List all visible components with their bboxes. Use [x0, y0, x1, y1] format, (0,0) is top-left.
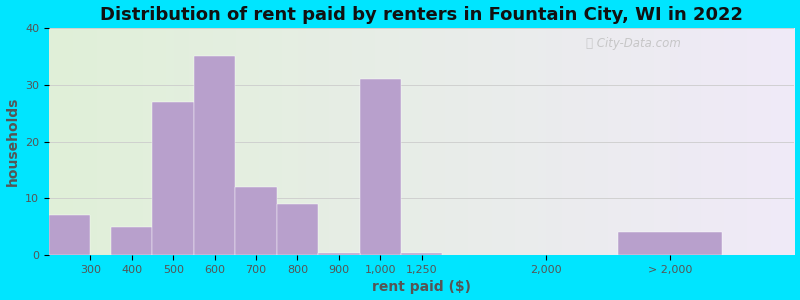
- Bar: [618, 232, 722, 255]
- Bar: [111, 227, 153, 255]
- Bar: [318, 254, 359, 255]
- Title: Distribution of rent paid by renters in Fountain City, WI in 2022: Distribution of rent paid by renters in …: [100, 6, 743, 24]
- Bar: [401, 254, 442, 255]
- Text: ⦾ City-Data.com: ⦾ City-Data.com: [586, 37, 681, 50]
- Bar: [194, 56, 235, 255]
- Bar: [49, 215, 90, 255]
- Bar: [359, 79, 401, 255]
- Bar: [153, 102, 194, 255]
- X-axis label: rent paid ($): rent paid ($): [372, 280, 471, 294]
- Bar: [235, 187, 277, 255]
- Bar: [277, 204, 318, 255]
- Y-axis label: households: households: [6, 97, 19, 186]
